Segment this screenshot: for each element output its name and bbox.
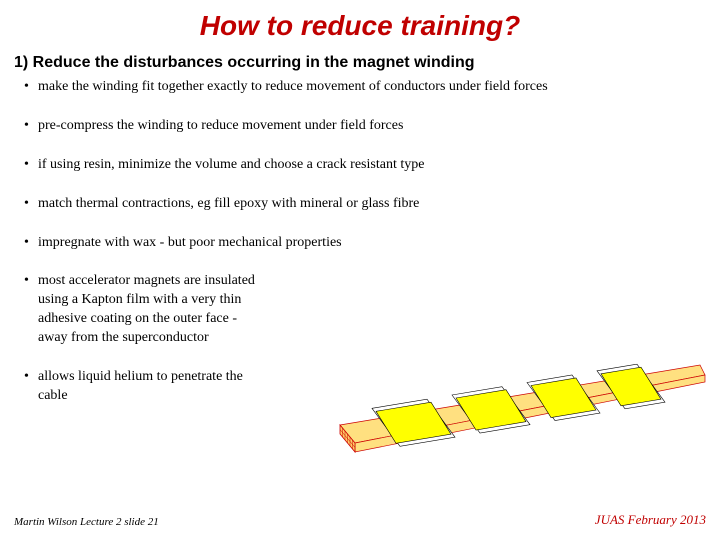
bullet-dot: • <box>24 156 38 175</box>
cable-diagram <box>310 330 710 460</box>
bullet-dot: • <box>24 234 38 253</box>
bullet-text: most accelerator magnets are insulated u… <box>38 272 268 348</box>
bullet-item: •match thermal contractions, eg fill epo… <box>24 195 696 214</box>
bullet-text: make the winding fit together exactly to… <box>38 78 696 97</box>
footer-left: Martin Wilson Lecture 2 slide 21 <box>14 516 159 528</box>
footer-right: JUAS February 2013 <box>595 512 706 528</box>
bullet-dot: • <box>24 368 38 387</box>
bullet-text: match thermal contractions, eg fill epox… <box>38 195 696 214</box>
bullet-item: •impregnate with wax - but poor mechanic… <box>24 234 696 253</box>
bullet-text: allows liquid helium to penetrate the ca… <box>38 368 268 406</box>
bullet-dot: • <box>24 272 38 291</box>
bullet-dot: • <box>24 117 38 136</box>
page-title: How to reduce training? <box>0 0 720 50</box>
bullet-item: •make the winding fit together exactly t… <box>24 78 696 97</box>
bullet-dot: • <box>24 195 38 214</box>
bullet-text: if using resin, minimize the volume and … <box>38 156 696 175</box>
bullet-text: pre-compress the winding to reduce movem… <box>38 117 696 136</box>
section-heading: 1) Reduce the disturbances occurring in … <box>0 50 720 78</box>
bullet-item: •pre-compress the winding to reduce move… <box>24 117 696 136</box>
bullet-item: •if using resin, minimize the volume and… <box>24 156 696 175</box>
bullet-dot: • <box>24 78 38 97</box>
bullet-text: impregnate with wax - but poor mechanica… <box>38 234 696 253</box>
